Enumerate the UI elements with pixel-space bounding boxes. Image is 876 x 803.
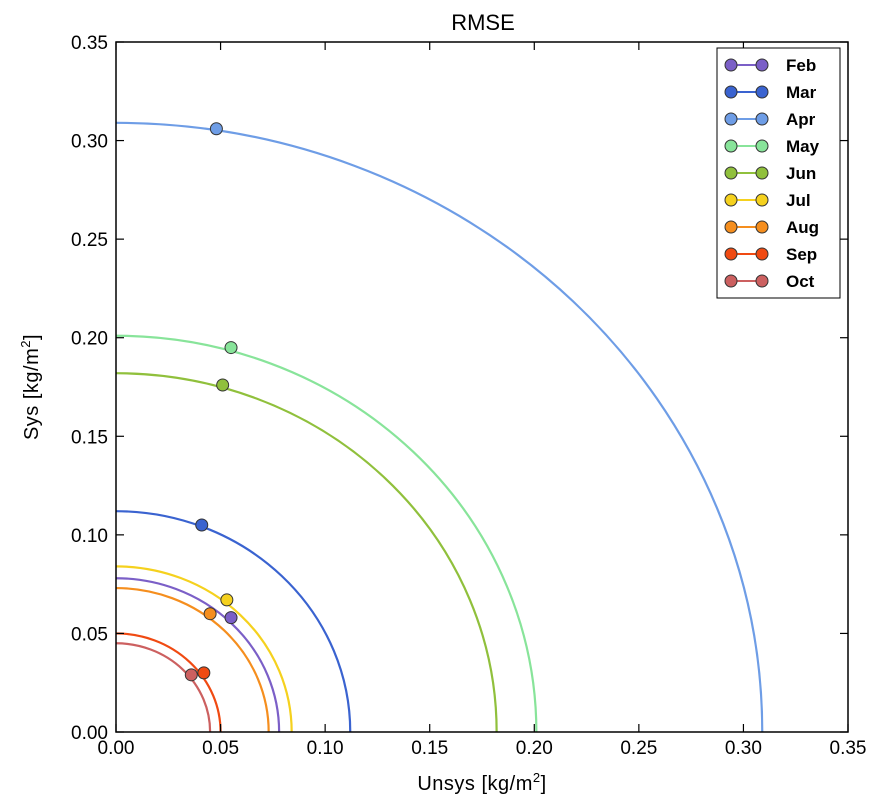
jun-point xyxy=(216,378,230,392)
legend-marker-oct xyxy=(724,274,738,288)
legend-marker-apr xyxy=(724,112,738,126)
x-tick-label: 0.30 xyxy=(725,738,762,759)
mar-point xyxy=(195,518,209,532)
legend-marker-mar xyxy=(724,85,738,99)
x-tick-label: 0.20 xyxy=(516,738,553,759)
y-tick-label: 0.20 xyxy=(71,329,108,350)
legend-marker-aug xyxy=(724,220,738,234)
legend-item-sep: Sep xyxy=(724,245,817,264)
jul-point xyxy=(220,593,234,607)
aug-point xyxy=(203,607,217,621)
may-curve xyxy=(115,334,538,733)
oct-curve xyxy=(115,642,212,733)
feb-curve xyxy=(115,577,281,733)
sep-point xyxy=(197,666,211,680)
legend-label-oct: Oct xyxy=(786,272,815,291)
y-tick-label: 0.00 xyxy=(71,723,108,744)
jun-curve xyxy=(115,372,498,733)
x-tick-label: 0.25 xyxy=(620,738,657,759)
apr-point xyxy=(209,122,223,136)
series-curves xyxy=(115,121,764,733)
y-tick-label: 0.10 xyxy=(71,526,108,547)
legend-marker-sep xyxy=(724,247,738,261)
legend-marker-jun xyxy=(724,166,738,180)
sep-curve xyxy=(115,632,222,733)
legend-label-feb: Feb xyxy=(786,56,816,75)
legend-marker-may xyxy=(724,139,738,153)
series-points xyxy=(184,122,238,682)
y-axis-label: Sys [kg/m2] xyxy=(18,334,43,440)
legend-marker-aug xyxy=(755,220,769,234)
jul-curve xyxy=(115,565,293,733)
legend-label-mar: Mar xyxy=(786,83,817,102)
oct-point xyxy=(184,668,198,682)
legend-label-aug: Aug xyxy=(786,218,819,237)
axis-ticks: 0.00 0.05 0.10 0.15 0.20 0.25 0.30 0.35 0.00 0.05… xyxy=(71,33,866,759)
legend-item-aug: Aug xyxy=(724,218,819,237)
legend-marker-jul xyxy=(755,193,769,207)
apr-curve xyxy=(115,121,764,733)
legend-marker-feb xyxy=(755,58,769,72)
x-tick-label: 0.15 xyxy=(411,738,448,759)
legend-label-apr: Apr xyxy=(786,110,816,129)
legend-marker-mar xyxy=(755,85,769,99)
plot-frame xyxy=(115,41,849,733)
x-tick-label: 0.10 xyxy=(307,738,344,759)
legend-label-may: May xyxy=(786,137,820,156)
legend-item-jun: Jun xyxy=(724,164,816,183)
legend-label-jun: Jun xyxy=(786,164,816,183)
legend-marker-apr xyxy=(755,112,769,126)
feb-point xyxy=(224,611,238,625)
legend-item-mar: Mar xyxy=(724,83,817,102)
chart-title: RMSE xyxy=(451,10,515,35)
legend-marker-sep xyxy=(755,247,769,261)
y-tick-label: 0.15 xyxy=(71,427,108,448)
legend-marker-jun xyxy=(755,166,769,180)
legend-item-oct: Oct xyxy=(724,272,815,291)
legend-marker-may xyxy=(755,139,769,153)
may-point xyxy=(224,341,238,355)
x-tick-label: 0.00 xyxy=(98,738,135,759)
legend-item-apr: Apr xyxy=(724,110,816,129)
x-tick-label: 0.35 xyxy=(830,738,867,759)
legend-label-jul: Jul xyxy=(786,191,811,210)
legend-marker-feb xyxy=(724,58,738,72)
x-axis-label: Unsys [kg/m2] xyxy=(417,770,546,795)
mar-curve xyxy=(115,510,352,733)
aug-curve xyxy=(115,586,270,733)
y-tick-label: 0.25 xyxy=(71,230,108,251)
legend-item-may: May xyxy=(724,137,820,156)
y-tick-label: 0.30 xyxy=(71,132,108,153)
legend-marker-oct xyxy=(755,274,769,288)
legend-marker-jul xyxy=(724,193,738,207)
y-tick-label: 0.05 xyxy=(71,624,108,645)
y-tick-label: 0.35 xyxy=(71,33,108,54)
legend-item-feb: Feb xyxy=(724,56,816,75)
legend-label-sep: Sep xyxy=(786,245,817,264)
legend: Feb Mar Apr May Jun Jul Aug Sep Oct xyxy=(716,47,841,299)
legend-item-jul: Jul xyxy=(724,191,811,210)
x-tick-label: 0.05 xyxy=(202,738,239,759)
